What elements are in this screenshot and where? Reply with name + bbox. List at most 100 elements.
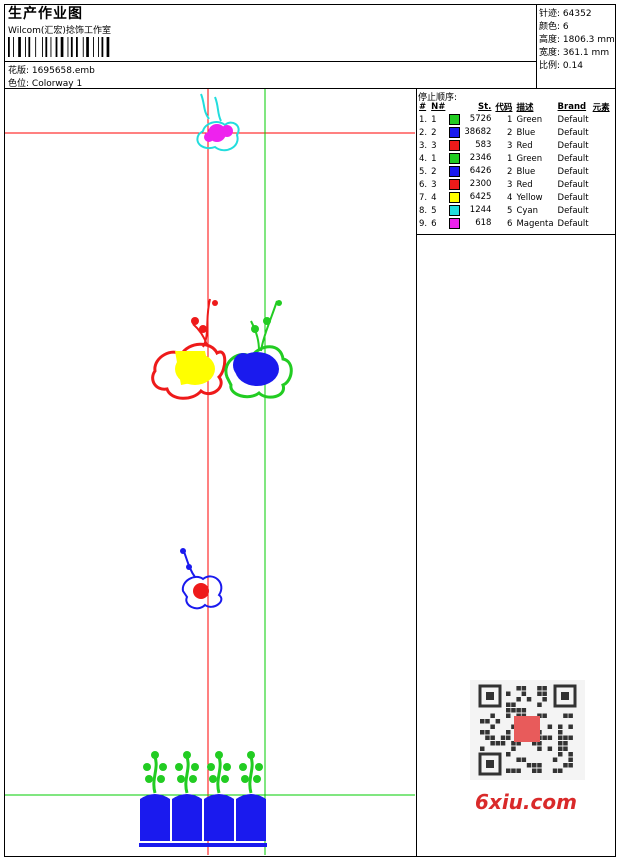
row-index: 3. — [419, 140, 428, 151]
color-swatch — [449, 127, 461, 138]
row-code: 1 — [507, 114, 513, 125]
col-index: # — [419, 102, 427, 112]
stat-label: 高度: — [539, 35, 561, 45]
motif-red-yellow-flower — [151, 298, 227, 400]
row-stitches: 2346 — [447, 152, 493, 165]
row-needle: 1 — [431, 153, 437, 164]
watermark-site: 6xiu.com — [475, 790, 577, 814]
color-swatch — [449, 114, 461, 125]
motif-top-flower — [196, 93, 240, 152]
row-brand: Default — [557, 179, 589, 190]
row-brand: Default — [557, 166, 589, 177]
design-file-line: 花版: 1695658.emb — [8, 63, 95, 76]
row-brand: Default — [557, 205, 589, 216]
row-code: 2 — [507, 127, 513, 138]
row-element — [591, 139, 612, 152]
row-description: Blue — [516, 166, 536, 177]
table-row: 3. 3 583 3 Red Default — [417, 139, 612, 152]
stat-stitches: 针迹: 64352 — [539, 6, 592, 19]
stat-value: 0.14 — [562, 61, 583, 71]
table-row: 9. 6 618 6 Magenta Default — [417, 217, 612, 230]
row-element — [591, 165, 612, 178]
row-needle: 5 — [431, 205, 437, 216]
stat-value: 64352 — [562, 9, 592, 19]
col-brand: Brand — [557, 102, 587, 112]
stat-value: 6 — [562, 22, 569, 32]
row-index: 8. — [419, 205, 428, 216]
row-index: 4. — [419, 153, 428, 164]
col-description: 描述 — [516, 103, 534, 113]
motif-blue-green-flower — [224, 300, 293, 399]
row-code: 5 — [507, 205, 513, 216]
stop-sequence-table: # N# St. 代码 描述 Brand 元素 1. 1 5726 1 Green Def… — [417, 101, 612, 230]
row-code: 2 — [507, 166, 513, 177]
stat-colors: 颜色: 6 — [539, 19, 569, 32]
table-row: 8. 5 1244 5 Cyan Default — [417, 204, 612, 217]
row-element — [591, 152, 612, 165]
row-code: 3 — [507, 140, 513, 151]
row-needle: 3 — [431, 140, 437, 151]
qr-code — [470, 680, 585, 780]
row-stitches: 618 — [447, 217, 493, 230]
row-brand: Default — [557, 114, 589, 125]
row-description: Yellow — [516, 192, 543, 203]
barcode — [8, 37, 110, 57]
design-file-label: 花版: — [8, 66, 30, 76]
design-file-value: 1695658.emb — [31, 66, 95, 76]
stat-label: 针迹: — [539, 9, 561, 19]
panel-divider — [416, 88, 417, 857]
table-row: 6. 3 2300 3 Red Default — [417, 178, 612, 191]
meta-divider — [4, 61, 536, 62]
col-needle: N# — [431, 102, 446, 112]
color-swatch — [449, 153, 461, 164]
header-divider — [4, 88, 616, 89]
row-code: 6 — [507, 218, 513, 229]
row-index: 7. — [419, 192, 428, 203]
row-stitches: 1244 — [447, 204, 493, 217]
stat-height: 高度: 1806.3 mm — [539, 32, 615, 45]
row-needle: 1 — [431, 114, 437, 125]
row-stitches: 6426 — [447, 165, 493, 178]
row-brand: Default — [557, 127, 589, 138]
row-needle: 4 — [431, 192, 437, 203]
stats-divider — [536, 4, 537, 88]
row-index: 5. — [419, 166, 428, 177]
row-needle: 2 — [431, 127, 437, 138]
row-stitches: 6425 — [447, 191, 493, 204]
row-description: Green — [516, 153, 543, 164]
colorway-value: Colorway 1 — [31, 79, 83, 89]
row-code: 1 — [507, 153, 513, 164]
row-index: 6. — [419, 179, 428, 190]
row-index: 1. — [419, 114, 428, 125]
stat-label: 比例: — [539, 61, 561, 71]
row-code: 3 — [507, 179, 513, 190]
color-swatch — [449, 192, 461, 203]
stop-sequence-title: 停止顺序: — [418, 93, 458, 103]
row-stitches: 2300 — [447, 178, 493, 191]
row-element — [591, 178, 612, 191]
row-needle: 3 — [431, 179, 437, 190]
row-stitches: 583 — [447, 139, 493, 152]
row-description: Red — [516, 140, 533, 151]
color-swatch — [449, 218, 461, 229]
sheet-frame — [4, 4, 616, 857]
row-code: 4 — [507, 192, 513, 203]
row-description: Green — [516, 114, 543, 125]
colorway-line: 色位: Colorway 1 — [8, 76, 82, 89]
motif-small-red-flower — [180, 548, 223, 610]
stat-value: 1806.3 mm — [562, 35, 615, 45]
row-index: 2. — [419, 127, 428, 138]
color-swatch — [449, 166, 461, 177]
color-swatch — [449, 205, 461, 216]
table-row: 4. 1 2346 1 Green Default — [417, 152, 612, 165]
row-needle: 2 — [431, 166, 437, 177]
embroidery-preview — [5, 89, 415, 855]
table-header-row: # N# St. 代码 描述 Brand 元素 — [417, 101, 612, 113]
stat-value: 361.1 mm — [562, 48, 610, 58]
row-element — [591, 113, 612, 126]
company-name: Wilcom(汇宏)捻饰工作室 — [8, 26, 111, 36]
table-row: 2. 2 38682 2 Blue Default — [417, 126, 612, 139]
stat-scale: 比例: 0.14 — [539, 58, 583, 71]
row-brand: Default — [557, 218, 589, 229]
table-divider — [416, 234, 616, 235]
